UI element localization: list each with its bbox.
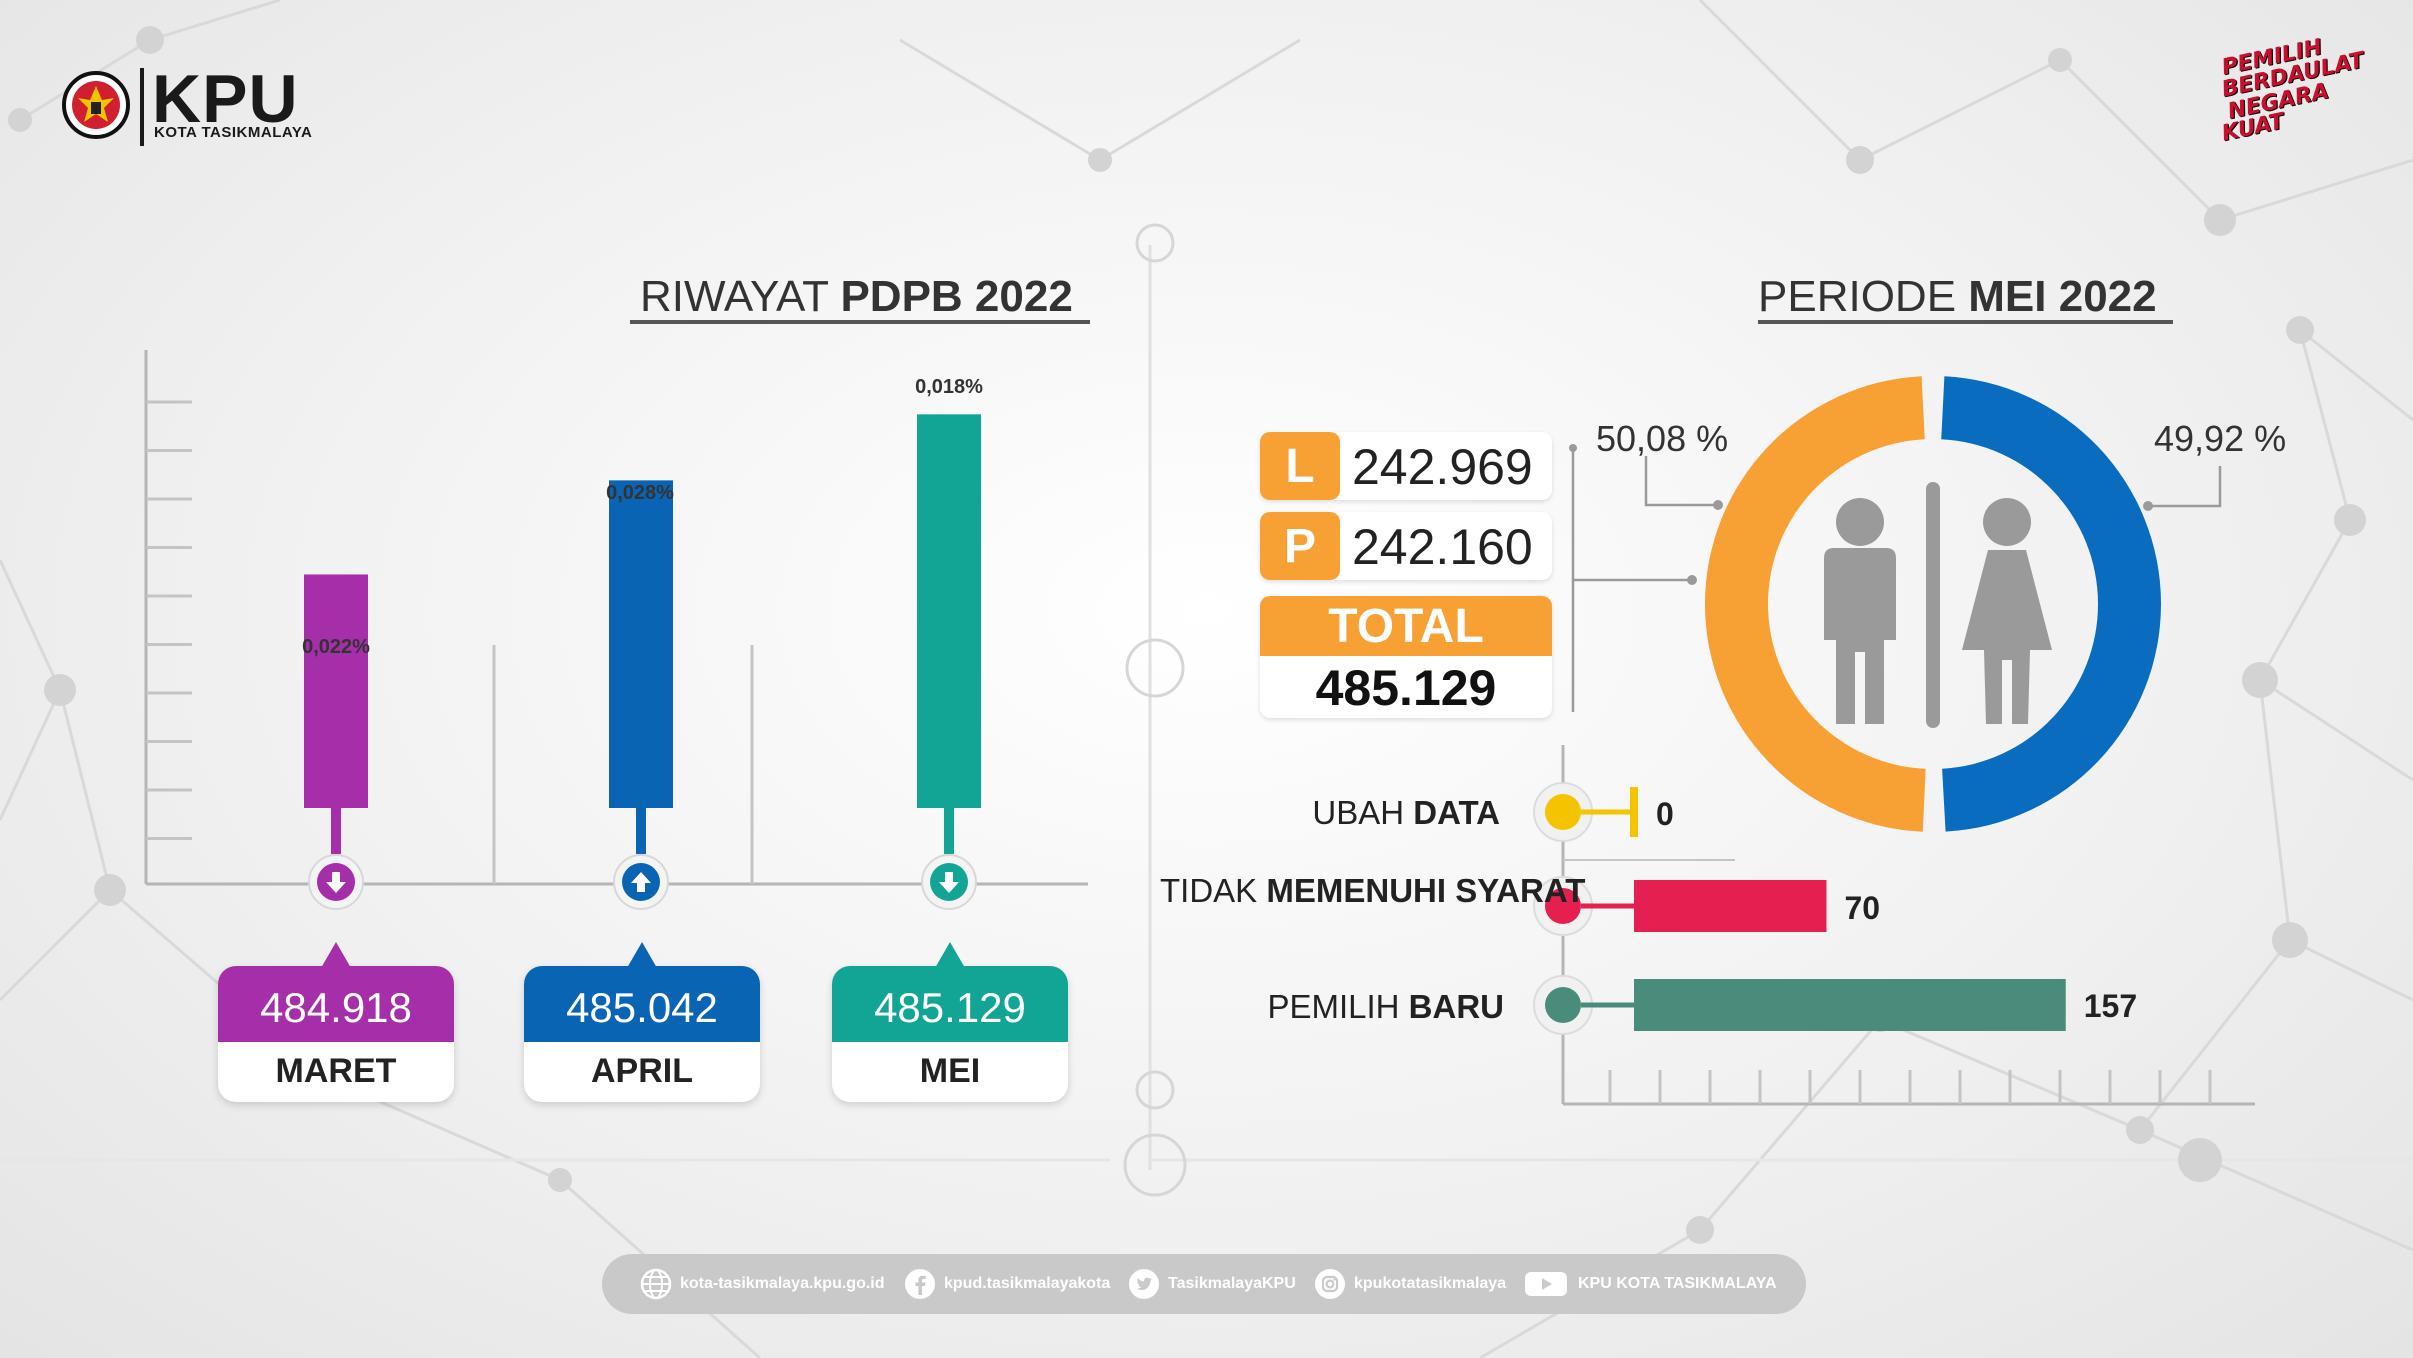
cat-label-pemilih-baru: PEMILIH BARU [1200,988,1504,1026]
connector-dot [1713,500,1723,510]
youtube-icon[interactable] [1524,1268,1568,1300]
male-row: L 242.969 [1260,432,1552,500]
female-value: 242.160 [1352,519,1533,575]
connector-dot [1569,444,1577,452]
value-tidak-memenuhi: 70 [1844,890,1881,926]
left-title-bold: PDPB 2022 [840,272,1073,321]
cat-light: PEMILIH [1267,988,1409,1025]
globe-icon[interactable] [640,1268,672,1300]
bar-maret [304,574,368,808]
male-badge: L [1260,432,1340,500]
female-percent-label: 49,92 % [2154,418,2287,459]
hbar-dot [1545,987,1581,1023]
logo-title: KPU [152,61,299,137]
footer-instagram[interactable]: kpukotatasikmalaya [1354,1275,1507,1292]
total-box: TOTAL 485.129 [1260,596,1552,718]
cat-light: TIDAK [1160,872,1267,909]
bar-mei [917,414,981,808]
cat-bold: BARU [1408,988,1504,1025]
hbar-bar-1 [1634,880,1827,932]
month-box-mei: 485.129 MEI [832,942,1068,1102]
bar-stem [636,808,646,854]
donut-slice-male [1705,376,1926,832]
value-pemilih-baru: 157 [2083,988,2138,1024]
bar-stem [944,808,954,854]
male-figure-icon [1824,498,1896,724]
month-box-maret: 484.918 MARET [218,942,454,1102]
arrow-glyph [631,872,651,892]
footer-youtube[interactable]: KPU KOTA TASIKMALAYA [1578,1275,1777,1292]
pct-label-april: 0,028% [606,482,674,504]
arrow-glyph [939,872,959,893]
divider-bar [1926,482,1940,728]
pct-label-mei: 0,018% [915,376,983,398]
footer-facebook[interactable]: kpud.tasikmalayakota [944,1275,1111,1292]
donut-slice-female [1941,376,2161,832]
bar-april [609,480,673,808]
value-ubah-data: 0 [1656,796,1674,832]
cat-label-tidak-memenuhi: TIDAK MEMENUHI SYARAT [1160,872,1585,910]
footer-website[interactable]: kota-tasikmalaya.kpu.go.id [680,1275,885,1292]
right-title-light: PERIODE [1758,272,1969,321]
hbar-bar-2 [1634,979,2066,1031]
pointer [935,942,965,968]
female-figure-icon [1962,498,2052,724]
facebook-icon[interactable] [904,1268,936,1300]
month-label: MEI [919,1052,981,1090]
arrow-glyph [326,872,346,893]
hbar-dot [1545,888,1581,924]
female-badge: P [1260,512,1340,580]
bar-stem [331,808,341,854]
kpu-logo: KPU KOTA TASIKMALAYA [62,61,312,152]
total-label: TOTAL [1260,596,1552,656]
instagram-icon[interactable] [1314,1268,1346,1300]
right-title-bold: MEI 2022 [1968,272,2157,321]
garuda-emblem-icon [62,71,130,139]
cat-label-ubah-data: UBAH DATA [1200,794,1500,832]
left-title-underline [630,320,1090,324]
logo-subtitle: KOTA TASIKMALAYA [154,124,313,141]
hbar-dot [1545,794,1581,830]
twitter-icon[interactable] [1128,1268,1160,1300]
cat-bold: MEMENUHI SYARAT [1266,872,1586,909]
left-section-title: RIWAYAT PDPB 2022 [640,272,1073,322]
female-row: P 242.160 [1260,512,1552,580]
gender-and-changes-chart [1533,376,2255,1106]
right-title-underline [1758,320,2173,324]
total-value: 485.129 [1315,660,1497,716]
male-value: 242.969 [1352,439,1533,495]
footer-twitter[interactable]: TasikmalayaKPU [1168,1275,1296,1292]
footer-bar: kota-tasikmalaya.kpu.go.id kpud.tasikmal… [602,1254,1806,1314]
left-title-light: RIWAYAT [640,272,841,321]
connector-dot [1687,575,1697,585]
month-value: 485.129 [832,966,1068,1042]
connector-dot [2143,501,2153,511]
month-value: 484.918 [218,966,454,1042]
month-label: APRIL [591,1052,693,1090]
hbar-zero-cap [1630,787,1638,837]
pct-label-maret: 0,022% [302,636,370,658]
pointer [627,942,657,968]
month-box-april: 485.042 APRIL [524,942,760,1102]
cat-light: UBAH [1312,794,1414,831]
right-section-title: PERIODE MEI 2022 [1758,272,2157,322]
connector-female-pct [2150,466,2222,508]
month-value: 485.042 [524,966,760,1042]
logo-divider [140,68,144,146]
connector-male-pct [1644,456,1716,507]
month-label: MARET [275,1052,397,1090]
pdpb-history-chart [144,350,1088,910]
male-percent-label: 50,08 % [1596,418,1729,459]
pointer [321,942,351,968]
cat-bold: DATA [1413,794,1500,831]
